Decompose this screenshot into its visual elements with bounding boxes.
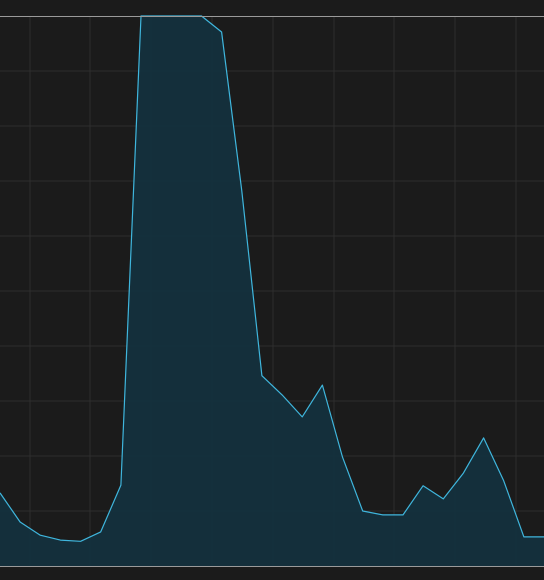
series-area-fill xyxy=(0,16,544,566)
series-line xyxy=(0,15,544,542)
